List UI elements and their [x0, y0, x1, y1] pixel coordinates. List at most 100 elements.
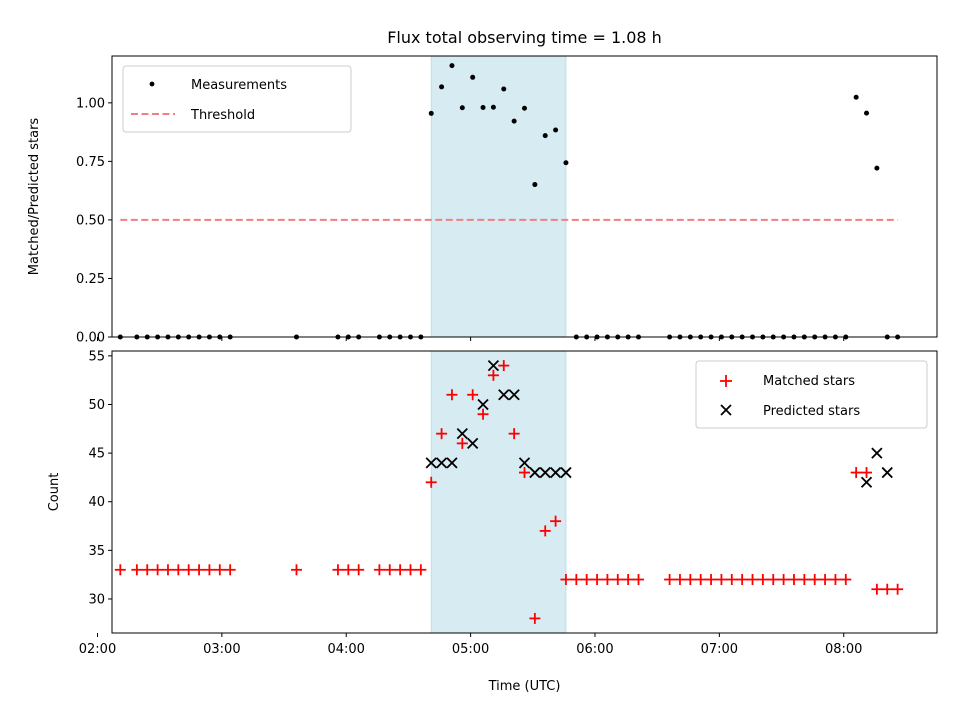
predicted-star-point — [498, 389, 510, 401]
bottom-xtick-label: 07:00 — [701, 642, 738, 657]
matched-star-point — [498, 360, 510, 372]
matched-legend-marker — [720, 375, 732, 387]
matched-star-point — [193, 564, 205, 576]
measurement-point — [511, 118, 517, 124]
matched-star-point — [788, 574, 800, 586]
matched-star-point — [819, 574, 831, 586]
predicted-star-point — [477, 398, 489, 411]
measurement-point — [501, 86, 507, 92]
matched-star-point — [829, 574, 841, 586]
predicted-star-point — [539, 466, 551, 479]
measurement-point — [428, 110, 434, 116]
bot-shaded-span — [430, 350, 567, 634]
matched-star-point — [508, 428, 520, 440]
matched-star-point — [809, 574, 821, 586]
matched-star-point — [622, 574, 634, 586]
matched-star-point — [850, 467, 862, 479]
top-legend: Measurements Threshold — [122, 65, 352, 133]
bottom-legend-box — [695, 360, 928, 429]
predicted-star-point — [425, 457, 437, 469]
bottom-xtick-label: 06:00 — [576, 642, 613, 657]
matched-star-point — [183, 564, 195, 576]
matched-star-point — [757, 574, 769, 586]
predicted-star-point — [487, 359, 500, 372]
top-y-axis-label: Matched/Predicted stars — [27, 118, 42, 276]
bottom-x-axis-label: Time (UTC) — [488, 679, 561, 694]
measurement-point — [864, 110, 870, 116]
top-chart-panel: 0.00 0.25 0.50 0.75 1.00 Matched/Predicted s… — [27, 55, 938, 346]
matched-star-point — [705, 574, 717, 586]
matched-star-point — [726, 574, 738, 586]
predicted-star-point — [871, 447, 883, 459]
matched-star-point — [798, 574, 810, 586]
measurement-point — [480, 105, 486, 111]
matched-star-point — [747, 574, 759, 586]
bottom-xtick-label: 04:00 — [327, 642, 364, 657]
bottom-xtick-label: 03:00 — [203, 642, 240, 657]
matched-star-point — [591, 574, 603, 586]
matched-star-point — [715, 574, 727, 586]
matched-star-point — [539, 525, 551, 537]
matched-star-point — [224, 564, 236, 576]
top-legend-label-threshold: Threshold — [190, 108, 255, 123]
bot-ytick-label: 45 — [88, 447, 105, 462]
matched-star-point — [778, 574, 790, 586]
measurement-point — [490, 104, 496, 110]
matched-star-point — [415, 564, 427, 576]
measurement-point — [470, 74, 476, 80]
matched-star-point — [487, 369, 499, 381]
predicted-star-point — [467, 437, 479, 450]
predicted-star-point — [446, 457, 458, 469]
predicted-star-point — [860, 476, 873, 488]
bottom-legend-label-predicted: Predicted stars — [763, 404, 860, 419]
matched-star-point — [214, 564, 226, 576]
bottom-chart-frame — [111, 350, 938, 634]
top-ytick-label: 0.25 — [76, 272, 105, 287]
matched-star-point — [529, 612, 541, 624]
top-ytick-label: 1.00 — [76, 96, 105, 111]
top-ytick-label: 0.50 — [76, 213, 105, 228]
matched-star-point — [332, 564, 344, 576]
predicted-star-point — [435, 457, 448, 469]
top-ytick-label: 0.75 — [76, 155, 105, 170]
matched-star-point — [664, 574, 676, 586]
matched-star-point — [581, 574, 593, 586]
matched-star-point — [601, 574, 613, 586]
matched-star-point — [560, 574, 572, 586]
matched-star-point — [477, 408, 489, 420]
measurement-point — [439, 84, 445, 90]
bottom-legend-label-matched: Matched stars — [763, 374, 855, 389]
matched-star-point — [373, 564, 385, 576]
matched-star-point — [674, 574, 686, 586]
matched-star-point — [203, 564, 215, 576]
matched-star-point — [353, 564, 365, 576]
bot-ytick-label: 55 — [88, 349, 105, 364]
matched-star-point — [404, 564, 416, 576]
matched-star-point — [290, 564, 302, 576]
matched-star-point — [633, 574, 645, 586]
matched-star-point — [394, 564, 406, 576]
matched-star-point — [736, 574, 748, 586]
top-legend-label-measurements: Measurements — [191, 78, 287, 93]
predicted-star-point — [518, 457, 531, 469]
matched-star-point — [162, 564, 174, 576]
bottom-chart-panel: 30 35 40 45 50 55 02:00 03:00 04:00 05:00 06:00 07… — [47, 349, 938, 694]
matched-star-point — [612, 574, 624, 586]
matched-star-point — [436, 428, 448, 440]
top-legend-box — [122, 65, 352, 133]
measurement-point — [459, 105, 465, 111]
matched-star-point — [684, 574, 696, 586]
matched-star-point — [456, 437, 468, 449]
bot-ytick-label: 35 — [88, 544, 105, 559]
matched-star-point — [840, 574, 852, 586]
matched-star-point — [114, 564, 126, 576]
matched-star-point — [152, 564, 164, 576]
bot-ytick-label: 50 — [88, 398, 105, 413]
predicted-star-point — [560, 466, 572, 479]
measurement-point — [532, 182, 538, 188]
predicted-star-point — [508, 389, 520, 401]
measurement-point — [853, 94, 859, 100]
matched-star-point — [570, 574, 582, 586]
matched-star-point — [446, 389, 458, 401]
